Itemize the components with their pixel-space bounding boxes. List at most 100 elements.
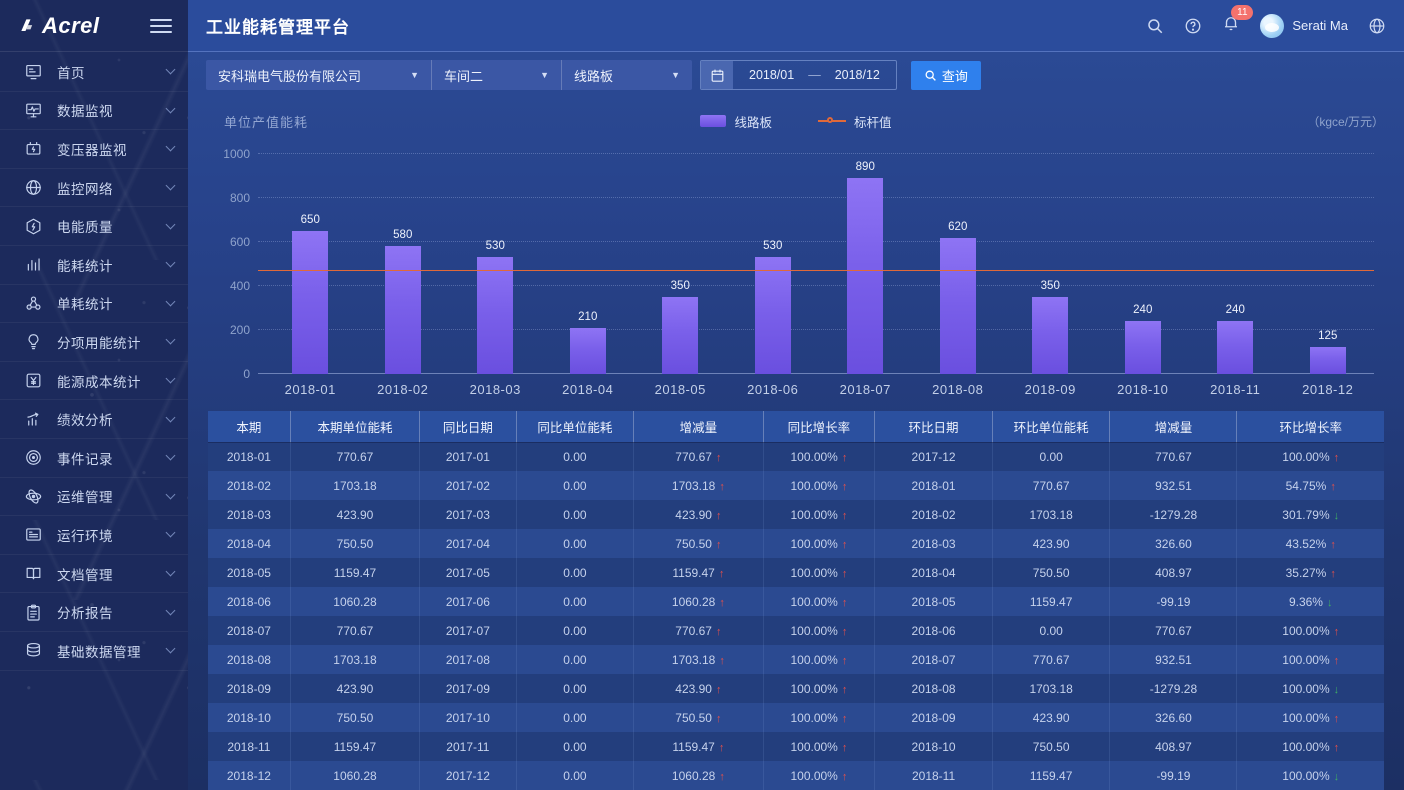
- sidebar-item-power-quality[interactable]: 电能质量: [0, 207, 188, 246]
- query-button-label: 查询: [941, 68, 968, 84]
- sidebar-item-maintenance[interactable]: 运维管理: [0, 478, 188, 517]
- bar-2018-08[interactable]: [939, 237, 976, 374]
- bar-2018-12[interactable]: [1309, 346, 1346, 374]
- x-axis-label: 2018-08: [932, 382, 984, 397]
- table-row[interactable]: 2018-07 770.67 2017-07 0.00 770.67 ↑ 100.00% ↑ 2…: [208, 616, 1384, 645]
- query-button[interactable]: 查询: [910, 60, 981, 90]
- table-cell: 1703.18: [290, 645, 421, 674]
- table-row[interactable]: 2018-08 1703.18 2017-08 0.00 1703.18 ↑ 100.00%…: [208, 645, 1384, 674]
- legend-benchmark[interactable]: 标杆值: [818, 112, 892, 131]
- search-icon[interactable]: [1146, 17, 1164, 35]
- y-axis-tick: 0: [243, 367, 250, 381]
- user-menu[interactable]: Serati Ma: [1260, 13, 1348, 38]
- sidebar-item-unit-consumption[interactable]: 单耗统计: [0, 285, 188, 324]
- table-cell: 326.60: [1109, 703, 1238, 732]
- bar-2018-09[interactable]: [1032, 297, 1069, 374]
- unit-consumption-icon: [24, 293, 44, 313]
- sidebar-item-network[interactable]: 监控网络: [0, 169, 188, 208]
- table-header-cell: 同比单位能耗: [516, 411, 635, 443]
- table-cell: 2018-10: [874, 732, 993, 761]
- table-cell: 423.90: [290, 500, 421, 529]
- arrow-up-icon: ↑: [715, 509, 722, 522]
- sidebar-item-energy-cost[interactable]: 能源成本统计: [0, 362, 188, 401]
- bar-2018-05[interactable]: [662, 297, 699, 374]
- x-axis-label: 2018-09: [1024, 382, 1076, 397]
- table-cell: 2018-05: [208, 558, 291, 587]
- sidebar-item-label: 基础数据管理: [57, 644, 141, 660]
- bar-2018-03[interactable]: [477, 257, 514, 374]
- legend-series-bar[interactable]: 线路板: [700, 112, 772, 131]
- table-row[interactable]: 2018-10 750.50 2017-10 0.00 750.50 ↑ 100.00% ↑ 2…: [208, 703, 1384, 732]
- chart-unit-label: （kgce/万元）: [1307, 114, 1384, 129]
- table-cell: 423.90: [992, 529, 1111, 558]
- bar-2018-06[interactable]: [754, 257, 791, 374]
- bar-value-label: 890: [855, 161, 875, 174]
- bar-2018-01[interactable]: [292, 231, 329, 374]
- table-cell: 2018-01: [208, 442, 291, 471]
- table-row[interactable]: 2018-12 1060.28 2017-12 0.00 1060.28 ↑ 100.00%…: [208, 761, 1384, 790]
- table-row[interactable]: 2018-01 770.67 2017-01 0.00 770.67 ↑ 100.00% ↑ 2…: [208, 442, 1384, 471]
- sidebar-item-environment[interactable]: 运行环境: [0, 516, 188, 555]
- sidebar-item-label: 运维管理: [57, 490, 113, 506]
- bar-2018-02[interactable]: [384, 246, 421, 374]
- legend-bar-label: 线路板: [734, 115, 772, 130]
- sidebar-item-subitem-energy[interactable]: 分项用能统计: [0, 323, 188, 362]
- table-cell: 0.00: [516, 558, 635, 587]
- bar-2018-04[interactable]: [569, 327, 606, 374]
- sidebar-item-base-data[interactable]: 基础数据管理: [0, 632, 188, 671]
- table-cell: -1279.28: [1109, 674, 1238, 703]
- bar-2018-11[interactable]: [1217, 321, 1254, 374]
- arrow-up-icon: ↑: [1330, 538, 1336, 551]
- device-select[interactable]: 线路板 ▼: [562, 60, 692, 90]
- workshop-select[interactable]: 车间二 ▼: [432, 60, 562, 90]
- table-row[interactable]: 2018-06 1060.28 2017-06 0.00 1060.28 ↑ 100.00%…: [208, 587, 1384, 616]
- arrow-up-icon: ↑: [1333, 741, 1340, 754]
- table-cell: -1279.28: [1109, 500, 1238, 529]
- table-cell: 2018-03: [208, 500, 291, 529]
- language-globe-icon[interactable]: [1368, 17, 1386, 35]
- sidebar-item-performance[interactable]: 绩效分析: [0, 400, 188, 439]
- chevron-down-icon: [165, 219, 176, 230]
- table-row[interactable]: 2018-03 423.90 2017-03 0.00 423.90 ↑ 100.00% ↑ 2…: [208, 500, 1384, 529]
- bar-2018-10[interactable]: [1124, 321, 1161, 374]
- sidebar-item-label: 事件记录: [57, 451, 113, 467]
- table-cell: 2018-02: [874, 500, 993, 529]
- company-select[interactable]: 安科瑞电气股份有限公司 ▼: [206, 60, 432, 90]
- notifications-button[interactable]: 11: [1222, 5, 1254, 37]
- arrow-up-icon: ↑: [841, 567, 848, 580]
- sidebar-item-home[interactable]: 首页: [0, 53, 188, 92]
- help-icon[interactable]: [1184, 17, 1202, 35]
- gridline-400: 400: [230, 279, 1374, 293]
- sidebar-item-transformer[interactable]: 变压器监视: [0, 130, 188, 169]
- sidebar-item-document[interactable]: 文档管理: [0, 555, 188, 594]
- date-range-input[interactable]: 2018/01 — 2018/12: [733, 61, 896, 89]
- filter-bar: 安科瑞电气股份有限公司 ▼ 车间二 ▼ 线路板 ▼: [188, 52, 1404, 96]
- table-cell: 770.67: [1109, 616, 1238, 645]
- sidebar-item-report[interactable]: 分析报告: [0, 593, 188, 632]
- chevron-down-icon: [165, 296, 176, 307]
- table-cell: 2018-01: [874, 471, 993, 500]
- maintenance-icon: [24, 486, 44, 506]
- chevron-down-icon: [165, 566, 176, 577]
- calendar-button[interactable]: [701, 61, 733, 89]
- table-row[interactable]: 2018-02 1703.18 2017-02 0.00 1703.18 ↑ 100.00%…: [208, 471, 1384, 500]
- table-row[interactable]: 2018-04 750.50 2017-04 0.00 750.50 ↑ 100.00% ↑ 2…: [208, 529, 1384, 558]
- table-cell: 0.00: [516, 587, 635, 616]
- table-cell: 0.00: [516, 703, 635, 732]
- table-row[interactable]: 2018-09 423.90 2017-09 0.00 423.90 ↑ 100.00% ↑ 2…: [208, 674, 1384, 703]
- table-cell: 2017-10: [419, 703, 517, 732]
- sidebar-item-event-log[interactable]: 事件记录: [0, 439, 188, 478]
- table-body: 2018-01 770.67 2017-01 0.00 770.67 ↑ 100.00% ↑ 2…: [208, 442, 1384, 790]
- subitem-energy-icon: [24, 332, 44, 352]
- table-row[interactable]: 2018-05 1159.47 2017-05 0.00 1159.47 ↑ 100.00%…: [208, 558, 1384, 587]
- document-icon: [24, 564, 44, 584]
- table-row[interactable]: 2018-11 1159.47 2017-11 0.00 1159.47 ↑ 100.00%…: [208, 732, 1384, 761]
- bar-2018-07[interactable]: [847, 178, 884, 374]
- sidebar-item-energy-stats[interactable]: 能耗统计: [0, 246, 188, 285]
- sidebar-item-label: 绩效分析: [57, 413, 113, 429]
- sidebar-item-data-monitor[interactable]: 数据监视: [0, 92, 188, 131]
- table-cell: 2018-03: [874, 529, 993, 558]
- menu-toggle-icon[interactable]: [150, 15, 172, 37]
- table-cell: 54.75% ↑: [1285, 478, 1336, 493]
- arrow-up-icon: ↑: [715, 712, 722, 725]
